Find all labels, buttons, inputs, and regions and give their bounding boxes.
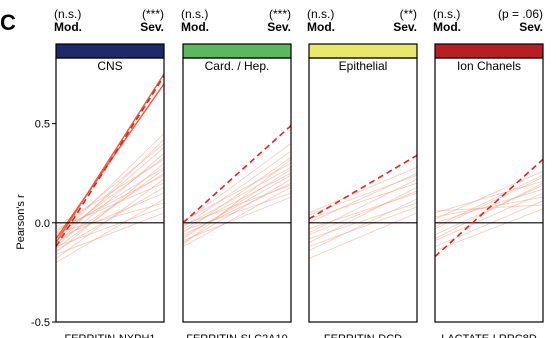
pair-line	[435, 176, 543, 230]
panel-x-label: FERRITIN-SLC2A10	[186, 333, 287, 338]
panel-0: (n.s.) (***) Mod. Sev. CNS FERRITIN-NXPH1	[54, 7, 165, 338]
pair-line	[56, 147, 164, 241]
pair-line	[309, 190, 417, 236]
y-tick-label: -0.5	[31, 317, 50, 329]
mean-line	[309, 154, 417, 220]
pair-line	[309, 206, 417, 248]
pair-line	[183, 192, 291, 232]
pair-line	[183, 162, 291, 222]
pair-line	[183, 151, 291, 228]
pair-line	[183, 168, 291, 240]
pair-line	[56, 202, 164, 234]
pair-line	[435, 184, 543, 236]
sig-sev-label: (p = .06)	[498, 7, 543, 21]
pair-line	[435, 182, 543, 240]
group-sev-label: Sev.	[519, 20, 543, 34]
group-sev-label: Sev.	[393, 20, 417, 34]
pair-line	[435, 188, 543, 224]
mean-line	[183, 124, 291, 224]
sig-sev-label: (***)	[142, 7, 164, 21]
panel-x-label: FERRITIN-NXPH1	[64, 333, 155, 338]
panel-3: (n.s.) (p = .06) Mod. Sev. Ion Chanels LACTAT…	[433, 7, 544, 338]
pair-line	[183, 184, 291, 226]
strip-label: CNS	[97, 59, 122, 73]
pair-line	[435, 200, 543, 248]
pair-line	[56, 212, 164, 255]
panel-border	[55, 57, 165, 323]
group-sev-label: Sev.	[140, 20, 164, 34]
pair-line	[435, 180, 543, 214]
panel-letter: C	[0, 10, 16, 35]
panel-1: (n.s.) (***) Mod. Sev. Card. / Hep. FERRITIN-…	[181, 7, 292, 338]
pair-line	[183, 158, 291, 245]
pair-line	[309, 182, 417, 220]
pair-line	[435, 192, 543, 242]
mean-line	[56, 75, 164, 248]
sig-sev-label: (***)	[269, 7, 291, 21]
strip-band	[308, 43, 418, 59]
pair-line	[56, 168, 164, 249]
panel-border	[308, 57, 418, 323]
pair-line	[183, 196, 291, 242]
group-sev-label: Sev.	[267, 20, 291, 34]
pair-line	[309, 178, 417, 234]
pair-line	[435, 170, 543, 220]
sig-mod-label: (n.s.)	[181, 7, 208, 21]
y-tick-label: 0.0	[35, 218, 50, 230]
pair-line	[435, 174, 543, 228]
strip-label: Card. / Hep.	[205, 59, 270, 73]
panel-x-label: FERRITIN-DCD	[324, 333, 402, 338]
y-tick-label: 0.5	[35, 119, 50, 131]
pair-line	[309, 198, 417, 251]
pair-line	[309, 212, 417, 259]
pair-line	[183, 172, 291, 230]
strip-label: Ion Chanels	[457, 59, 521, 73]
pair-line	[183, 178, 291, 244]
group-mod-label: Mod.	[307, 20, 335, 34]
pair-line	[435, 208, 543, 251]
pair-line	[309, 186, 417, 244]
pair-line	[56, 174, 164, 232]
pair-line	[56, 198, 164, 263]
pair-line	[309, 166, 417, 214]
sig-sev-label: (**)	[400, 7, 417, 21]
pair-line	[183, 186, 291, 248]
pair-line	[183, 143, 291, 224]
strip-band	[55, 43, 165, 59]
pair-lines	[435, 170, 543, 251]
pair-lines	[309, 166, 417, 259]
pair-lines	[183, 143, 291, 248]
pair-line	[56, 139, 164, 245]
pair-line	[309, 202, 417, 240]
group-mod-label: Mod.	[181, 20, 209, 34]
panel-border	[434, 57, 544, 323]
panel-2: (n.s.) (**) Mod. Sev. Epithelial FERRITIN-DCD	[307, 7, 418, 338]
strip-band	[434, 43, 544, 59]
sig-mod-label: (n.s.)	[54, 7, 81, 21]
y-axis-label: Pearson's r	[15, 194, 27, 250]
pair-line	[183, 156, 291, 234]
group-mod-label: Mod.	[433, 20, 461, 34]
sig-mod-label: (n.s.)	[307, 7, 334, 21]
pair-line	[183, 166, 291, 228]
pair-line	[56, 156, 164, 238]
strip-label: Epithelial	[339, 59, 388, 73]
y-axis: -0.5 0.0 0.5	[31, 119, 56, 329]
panel-x-label: LACTATE-LRRC8D	[441, 333, 537, 338]
pair-line	[56, 206, 164, 248]
mean-line	[435, 158, 543, 258]
panels: (n.s.)(***)Mod.Sev.CNSFERRITIN-NXPH1(n.s…	[54, 7, 544, 338]
pair-line	[56, 192, 164, 240]
pair-line	[183, 174, 291, 238]
sig-mod-label: (n.s.)	[433, 7, 460, 21]
strip-band	[182, 43, 292, 59]
highlight-pair-line	[56, 74, 164, 244]
panel-border	[182, 57, 292, 323]
group-mod-label: Mod.	[54, 20, 82, 34]
